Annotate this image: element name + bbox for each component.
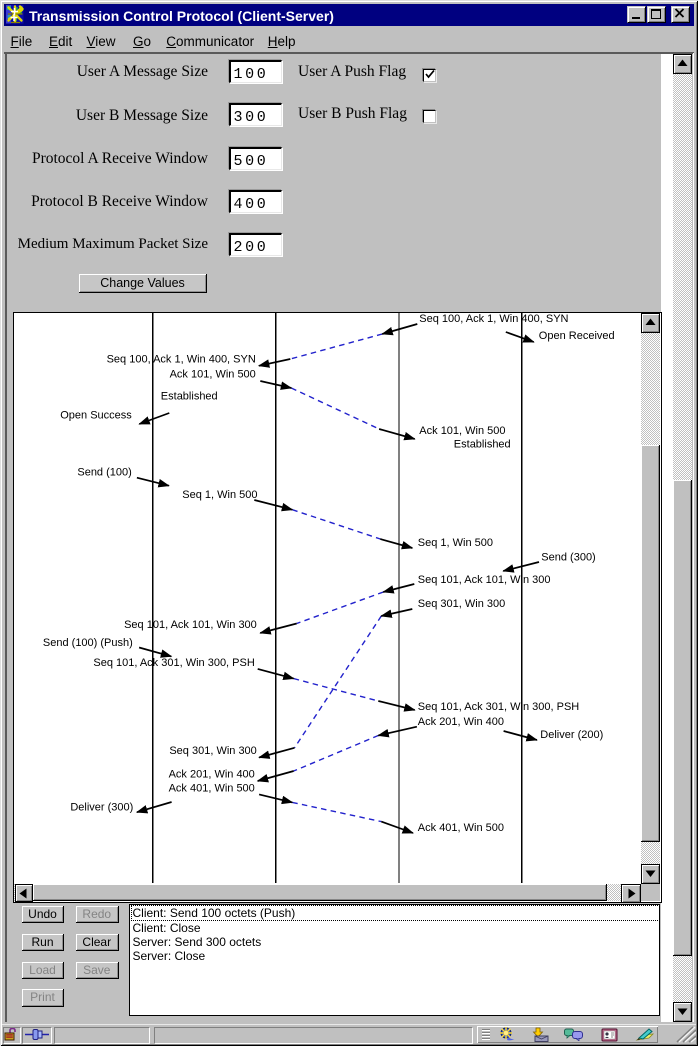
svg-text:Send (100): Send (100) — [77, 467, 131, 479]
svg-text:Seq 101, Ack 301, Win 300, PSH: Seq 101, Ack 301, Win 300, PSH — [93, 657, 254, 669]
svg-text:Ack 201, Win 400: Ack 201, Win 400 — [168, 769, 254, 781]
svg-text:Send (300): Send (300) — [541, 552, 595, 564]
svg-text:Established: Established — [453, 439, 510, 451]
svg-text:Ack 201, Win 400: Ack 201, Win 400 — [417, 716, 503, 728]
svg-text:Deliver (200): Deliver (200) — [540, 729, 603, 741]
svg-text:Ack 101, Win 500: Ack 101, Win 500 — [169, 369, 255, 381]
svg-text:Ack 401, Win 500: Ack 401, Win 500 — [168, 783, 254, 795]
svg-text:Seq 301, Win 300: Seq 301, Win 300 — [417, 598, 504, 610]
svg-text:Seq 100, Ack 1, Win 400, SYN: Seq 100, Ack 1, Win 400, SYN — [106, 354, 255, 366]
svg-text:Established: Established — [160, 391, 217, 403]
svg-text:Seq 301, Win 300: Seq 301, Win 300 — [169, 745, 256, 757]
svg-text:Send (100) (Push): Send (100) (Push) — [43, 637, 133, 649]
svg-text:Seq 101, Ack 301, Win 300, PSH: Seq 101, Ack 301, Win 300, PSH — [417, 701, 578, 713]
svg-text:Open Success: Open Success — [60, 410, 132, 422]
svg-text:Seq 1, Win 500: Seq 1, Win 500 — [182, 489, 257, 501]
svg-text:Seq 100, Ack 1, Win 400, SYN: Seq 100, Ack 1, Win 400, SYN — [419, 313, 568, 325]
svg-text:Seq 101, Ack 101, Win 300: Seq 101, Ack 101, Win 300 — [417, 574, 550, 586]
svg-text:Seq 1, Win 500: Seq 1, Win 500 — [417, 537, 492, 549]
svg-text:Seq 101, Ack 101, Win 300: Seq 101, Ack 101, Win 300 — [124, 619, 257, 631]
svg-text:Deliver (300): Deliver (300) — [70, 802, 133, 814]
svg-text:Open Received: Open Received — [538, 330, 614, 342]
svg-text:Ack 401, Win 500: Ack 401, Win 500 — [417, 822, 503, 834]
svg-text:Ack 101, Win 500: Ack 101, Win 500 — [419, 425, 505, 437]
